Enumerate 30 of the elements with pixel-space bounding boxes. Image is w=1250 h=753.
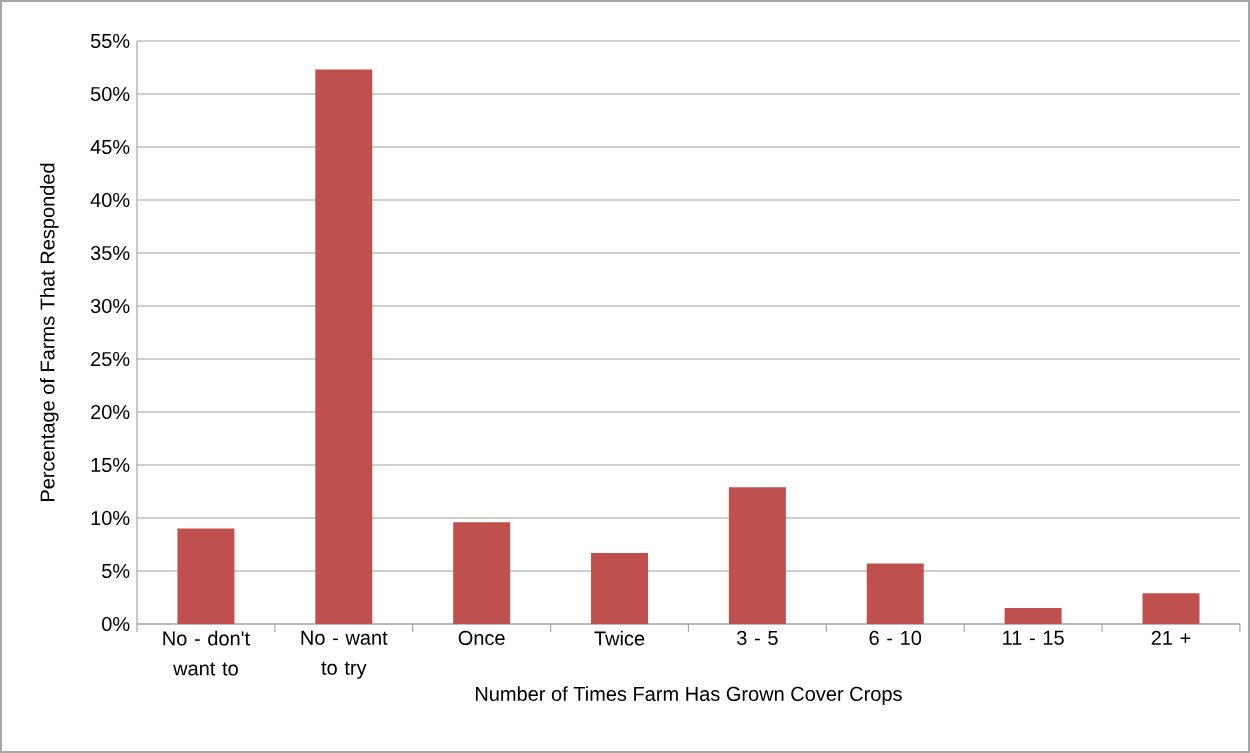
x-tick-label: No - don't want to	[163, 630, 250, 676]
y-axis-title: Percentage of Farms That Responded	[39, 163, 59, 501]
y-tick-label: 0%	[102, 616, 130, 632]
y-tick-label: 10%	[91, 510, 130, 526]
y-tick-label: 15%	[91, 457, 130, 473]
y-tick-label: 30%	[90, 298, 130, 314]
bar	[315, 69, 373, 624]
y-tick-label: 25%	[91, 351, 130, 367]
y-tick-label: 40%	[90, 192, 130, 208]
y-tick-label: 5%	[102, 563, 130, 579]
bar	[591, 552, 649, 624]
x-tick-label: 21 +	[1151, 630, 1191, 645]
x-tick-label: 6 - 10	[869, 630, 922, 646]
y-tick-label: 35%	[90, 245, 130, 261]
x-tick-label: Twice	[594, 630, 645, 646]
x-tick-label: 3 - 5	[737, 630, 778, 646]
bar	[866, 563, 924, 624]
y-tick-label: 20%	[91, 404, 130, 420]
bar	[1142, 593, 1200, 624]
x-tick-label: 11 - 15	[1003, 630, 1064, 645]
bar	[177, 528, 235, 624]
y-tick-label: 45%	[90, 139, 130, 155]
y-tick-label: 50%	[90, 86, 130, 102]
bar	[728, 487, 786, 624]
x-tick-label: No - want to try	[301, 630, 388, 679]
bar	[453, 522, 511, 624]
y-tick-label: 55%	[90, 33, 130, 49]
x-axis-title: Number of Times Farm Has Grown Cover Crops	[475, 686, 902, 705]
bar	[1004, 608, 1062, 624]
x-tick-label: Once	[458, 630, 505, 646]
